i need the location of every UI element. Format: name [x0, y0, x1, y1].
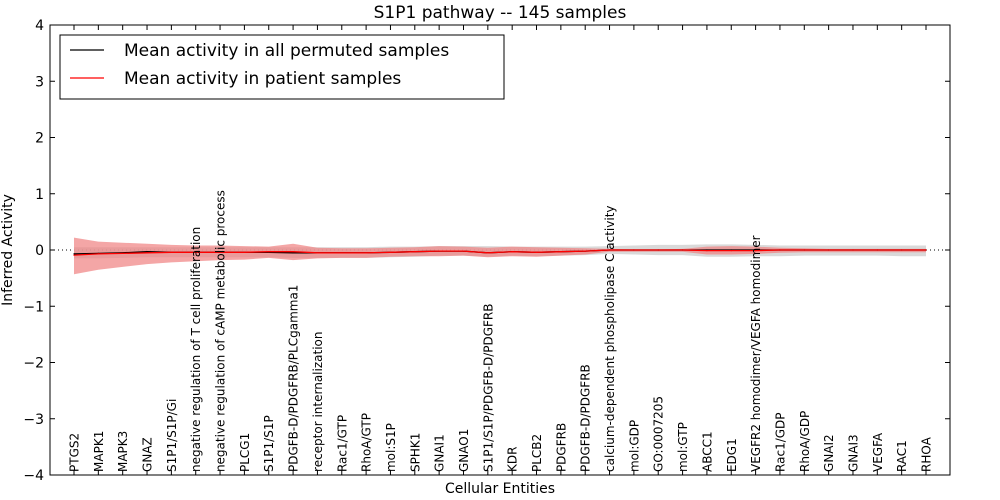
x-tick-label: mol:GTP	[676, 422, 690, 472]
chart-title: S1P1 pathway -- 145 samples	[374, 3, 627, 23]
x-tick-label: GNAZ	[141, 437, 155, 472]
x-tick-label: VEGFA	[871, 432, 885, 472]
data-point	[706, 250, 708, 252]
data-point	[682, 249, 684, 251]
data-point	[925, 249, 927, 251]
x-tick-label: PDGFB-D/PDGFRB/PLCgamma1	[287, 285, 301, 472]
data-point	[243, 251, 245, 253]
y-tick-label: −1	[23, 299, 44, 315]
y-axis: 4 3 2 1 0 −1 −2 −3 −4	[23, 18, 950, 484]
data-point	[560, 251, 562, 253]
legend-label-patient: Mean activity in patient samples	[124, 69, 401, 89]
data-point	[487, 252, 489, 254]
x-tick-label: ABCC1	[700, 431, 714, 472]
x-tick-label: mol:GDP	[627, 420, 641, 472]
data-point	[901, 249, 903, 251]
data-point	[462, 250, 465, 252]
x-tick-label: RhoA/GTP	[360, 413, 374, 472]
x-tick-label: GNAI2	[822, 434, 836, 472]
data-point	[122, 252, 124, 254]
data-point	[170, 251, 172, 253]
x-tick-label: PDGFRB	[554, 423, 568, 472]
data-point	[438, 250, 440, 252]
x-tick-label: negative regulation of T cell proliferat…	[189, 227, 203, 472]
data-point	[852, 249, 854, 251]
data-point	[292, 251, 294, 253]
y-tick-label: −2	[23, 356, 44, 372]
series-band-patient	[74, 237, 926, 275]
y-tick-label: 1	[35, 187, 44, 203]
data-point	[219, 251, 221, 253]
x-tick-label: RAC1	[895, 440, 909, 472]
x-tick-label: Rac1/GTP	[335, 415, 349, 472]
data-point	[657, 249, 659, 251]
x-tick-label: PLCB2	[530, 434, 544, 472]
data-point	[803, 249, 805, 251]
x-tick-label: PDGFB-D/PDGFRB	[579, 364, 593, 472]
data-point	[828, 249, 830, 251]
y-tick-label: 3	[35, 74, 44, 90]
x-tick-label: GNAI3	[847, 434, 861, 472]
y-axis-label: Inferred Activity	[0, 194, 16, 306]
x-tick-label: Rac1/GDP	[773, 412, 787, 471]
x-tick-label: PLCG1	[238, 433, 252, 472]
x-tick-label: MAPK3	[116, 431, 130, 472]
x-tick-label: S1P1/S1P/PDGFB-D/PDGFRB	[481, 304, 495, 472]
x-tick-label: RHOA	[920, 436, 934, 472]
x-tick-label: negative regulation of cAMP metabolic pr…	[214, 190, 228, 472]
data-point	[511, 251, 513, 253]
x-tick-label: PTGS2	[68, 433, 82, 472]
data-point	[146, 252, 148, 254]
data-point	[730, 250, 732, 252]
x-tick-label: mol:S1P	[384, 423, 398, 472]
data-point	[195, 251, 197, 253]
data-point	[73, 254, 75, 256]
x-axis-label: Cellular Entities	[445, 481, 555, 497]
data-point	[755, 250, 757, 252]
data-point	[535, 251, 538, 253]
data-point	[779, 249, 781, 251]
x-tick-label: KDR	[506, 447, 520, 472]
legend-label-permuted: Mean activity in all permuted samples	[124, 41, 449, 61]
x-tick-label: EDG1	[725, 438, 739, 472]
data-point	[389, 251, 392, 253]
x-tick-label: receptor internalization	[311, 332, 325, 472]
x-tick-label: S1P1/S1P	[262, 415, 276, 472]
data-point	[414, 251, 416, 253]
x-tick-label: RhoA/GDP	[798, 411, 812, 472]
y-tick-label: 0	[35, 243, 44, 259]
y-tick-label: 2	[35, 131, 44, 147]
y-tick-label: 4	[35, 18, 44, 34]
data-point	[146, 251, 148, 253]
data-point	[341, 252, 343, 254]
data-point	[73, 253, 75, 255]
x-tick-label: VEGFR2 homodimer/VEGFA homodimer	[749, 235, 763, 472]
y-tick-label: −4	[23, 468, 44, 484]
x-axis: PTGS2 MAPK1 MAPK3 GNAZ S1P1/S1P/Gi negative r…	[68, 25, 934, 475]
x-tick-label: MAPK1	[92, 431, 106, 472]
legend-box	[59, 34, 505, 100]
data-point	[584, 250, 586, 252]
data-point	[292, 252, 294, 254]
x-tick-label: S1P1/S1P/Gi	[165, 399, 179, 472]
data-point	[608, 249, 611, 251]
y-tick-label: −3	[23, 412, 44, 428]
plot-area	[50, 237, 950, 275]
data-point	[97, 253, 99, 255]
data-point	[268, 251, 270, 253]
series-line-patient	[73, 249, 926, 256]
legend: Mean activity in all permuted samples Me…	[59, 34, 505, 100]
data-point	[876, 249, 878, 251]
x-tick-label: GO:0007205	[652, 396, 666, 472]
x-tick-label: GNAO1	[457, 429, 471, 472]
data-point	[633, 249, 635, 251]
x-tick-label: calcium-dependent phospholipase C activi…	[603, 205, 617, 471]
x-tick-label: GNAI1	[433, 434, 447, 472]
x-tick-label: SPHK1	[408, 433, 422, 472]
data-point	[316, 252, 318, 254]
data-point	[365, 252, 367, 254]
